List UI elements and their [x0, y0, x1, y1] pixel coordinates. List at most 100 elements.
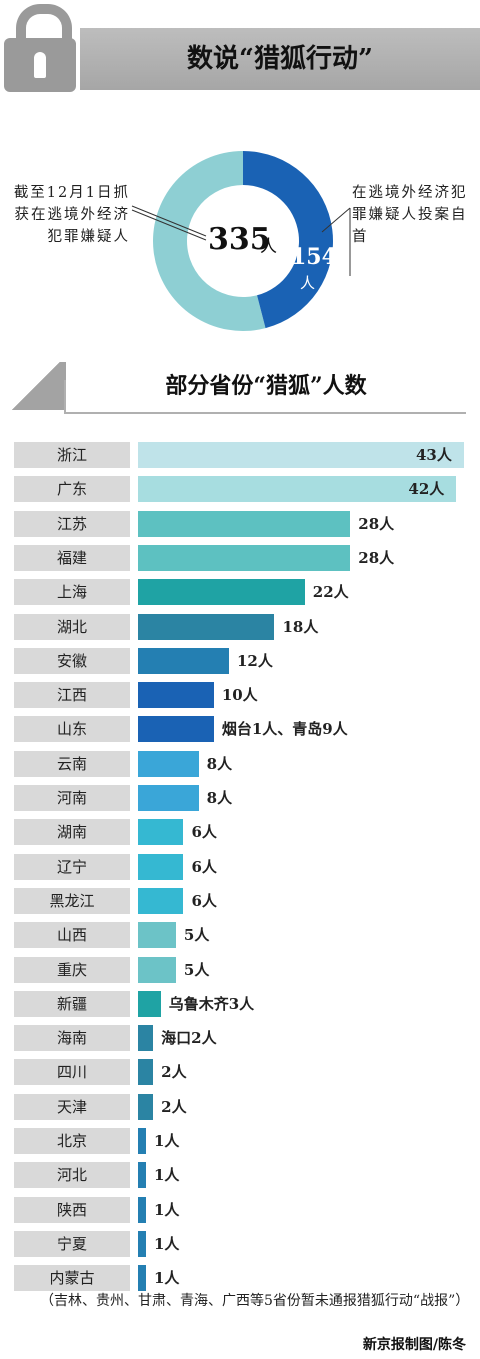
bar — [138, 1025, 154, 1052]
bar-category-label: 辽宁 — [14, 853, 130, 880]
bar-value-label: 43人 — [416, 446, 452, 464]
bar-value-label: 海口2人 — [161, 1029, 217, 1048]
bar-value-label: 8人 — [206, 789, 233, 807]
bar-row: 黑龙江 6人 — [0, 887, 480, 914]
donut-total-value: 335 — [208, 222, 271, 257]
bar — [138, 922, 176, 949]
bar-category-label: 山西 — [14, 922, 130, 949]
bar — [138, 853, 184, 880]
bar-category-label: 新疆 — [14, 990, 130, 1017]
bar-value-label: 12人 — [236, 651, 273, 670]
bar-value-label: 18人 — [282, 617, 319, 636]
bar-category-label: 天津 — [14, 1093, 130, 1120]
bar-row: 海南 海口2人 — [0, 1025, 480, 1052]
bar — [138, 579, 305, 606]
bar-row: 福建 28人 — [0, 544, 480, 571]
bar-category-label: 上海 — [14, 579, 130, 606]
donut-part-value: 154 — [291, 244, 337, 270]
bar-row: 北京 1人 — [0, 1128, 480, 1154]
bar-category-label: 安徽 — [14, 647, 130, 674]
page-title: 数说“猎狐行动” — [187, 44, 373, 74]
bar-value-label: 6人 — [191, 857, 217, 876]
bar-value-label: 1人 — [154, 1269, 180, 1288]
bar-row: 陕西 1人 — [0, 1196, 480, 1223]
bar-category-label: 江西 — [14, 682, 130, 709]
bar-category-label: 江苏 — [14, 510, 130, 537]
bar-value-label: 2人 — [161, 1063, 187, 1082]
bar — [138, 785, 199, 811]
bar — [138, 1128, 146, 1154]
bar — [138, 1059, 154, 1086]
bar-category-label: 广东 — [14, 476, 130, 503]
bar-row: 云南 8人 — [0, 750, 480, 777]
lock-shackle-icon — [16, 4, 72, 58]
bar-value-label: 1人 — [154, 1166, 180, 1185]
bar-value-label: 5人 — [183, 960, 210, 979]
section-triangle-icon — [6, 362, 66, 410]
bar-category-label: 黑龙江 — [14, 887, 130, 914]
section-divider-vertical — [64, 380, 66, 414]
header-bar — [80, 28, 480, 90]
bar — [138, 544, 351, 571]
bar-category-label: 宁夏 — [14, 1230, 130, 1257]
bar-value-label: 2人 — [161, 1097, 187, 1116]
bar-value-label: 1人 — [154, 1200, 180, 1219]
bar-category-label: 山东 — [14, 716, 130, 743]
bar-category-label: 河南 — [14, 785, 130, 811]
lock-keyhole-icon — [34, 52, 46, 78]
donut-part-unit: 人 — [300, 274, 316, 292]
donut-segment-surrendered — [243, 151, 334, 329]
bar-row: 上海 22人 — [0, 579, 480, 606]
bar-row: 湖北 18人 — [0, 613, 480, 640]
donut-note-left: 截至12月1日抓获在逃境外经济犯罪嫌疑人 — [13, 185, 130, 245]
bar-row: 四川 2人 — [0, 1059, 480, 1086]
bar — [138, 1265, 146, 1292]
bar-category-label: 云南 — [14, 750, 130, 777]
bar-row: 新疆 乌鲁木齐3人 — [0, 990, 480, 1017]
bar — [138, 1196, 146, 1223]
bar-value-label: 6人 — [191, 891, 217, 910]
bar-category-label: 四川 — [14, 1059, 130, 1086]
bar — [138, 887, 184, 914]
bar-category-label: 北京 — [14, 1128, 130, 1154]
bar-value-label: 1人 — [154, 1132, 180, 1150]
donut-note-right: 在逃境外经济犯罪嫌疑人投案自首 — [352, 185, 468, 245]
bar-value-label: 烟台1人、青岛9人 — [221, 720, 348, 739]
bar-row: 重庆 5人 — [0, 956, 480, 983]
bar-category-label: 重庆 — [14, 956, 130, 983]
bar-row: 山东 烟台1人、青岛9人 — [0, 716, 480, 743]
bar-category-label: 浙江 — [14, 442, 130, 468]
bar-row: 江苏 28人 — [0, 510, 480, 537]
bar — [138, 510, 351, 537]
bar — [138, 956, 176, 983]
donut-segment-rest — [153, 151, 266, 331]
footnote: （吉林、贵州、甘肃、青海、广西等5省份暂未通报猎狐行动“战报”） — [40, 1293, 470, 1309]
bar-value-label: 1人 — [154, 1234, 180, 1253]
bar — [138, 613, 275, 640]
bar — [138, 1093, 154, 1120]
leader-line-left-1 — [131, 205, 207, 237]
leader-line-right — [321, 207, 351, 233]
bar-row: 天津 2人 — [0, 1093, 480, 1120]
bar-category-label: 内蒙古 — [14, 1265, 130, 1292]
bar-row: 宁夏 1人 — [0, 1230, 480, 1257]
bar — [138, 1162, 146, 1189]
bar-category-label: 湖北 — [14, 613, 130, 640]
bar-row: 江西 10人 — [0, 682, 480, 709]
bar — [138, 990, 161, 1017]
bar — [138, 819, 184, 846]
bar-row: 辽宁 6人 — [0, 853, 480, 880]
donut-chart — [153, 151, 334, 331]
bar — [138, 682, 214, 709]
bar-value-label: 28人 — [358, 548, 395, 567]
bar-row: 浙江 43人 — [0, 442, 480, 468]
bar — [138, 476, 457, 503]
bar — [138, 647, 229, 674]
leader-lines — [131, 205, 351, 276]
bar-row: 湖南 6人 — [0, 819, 480, 846]
bar — [138, 1230, 146, 1257]
bar-category-label: 湖南 — [14, 819, 130, 846]
bar-row: 山西 5人 — [0, 922, 480, 949]
section-divider — [64, 412, 466, 414]
bar-category-label: 海南 — [14, 1025, 130, 1052]
